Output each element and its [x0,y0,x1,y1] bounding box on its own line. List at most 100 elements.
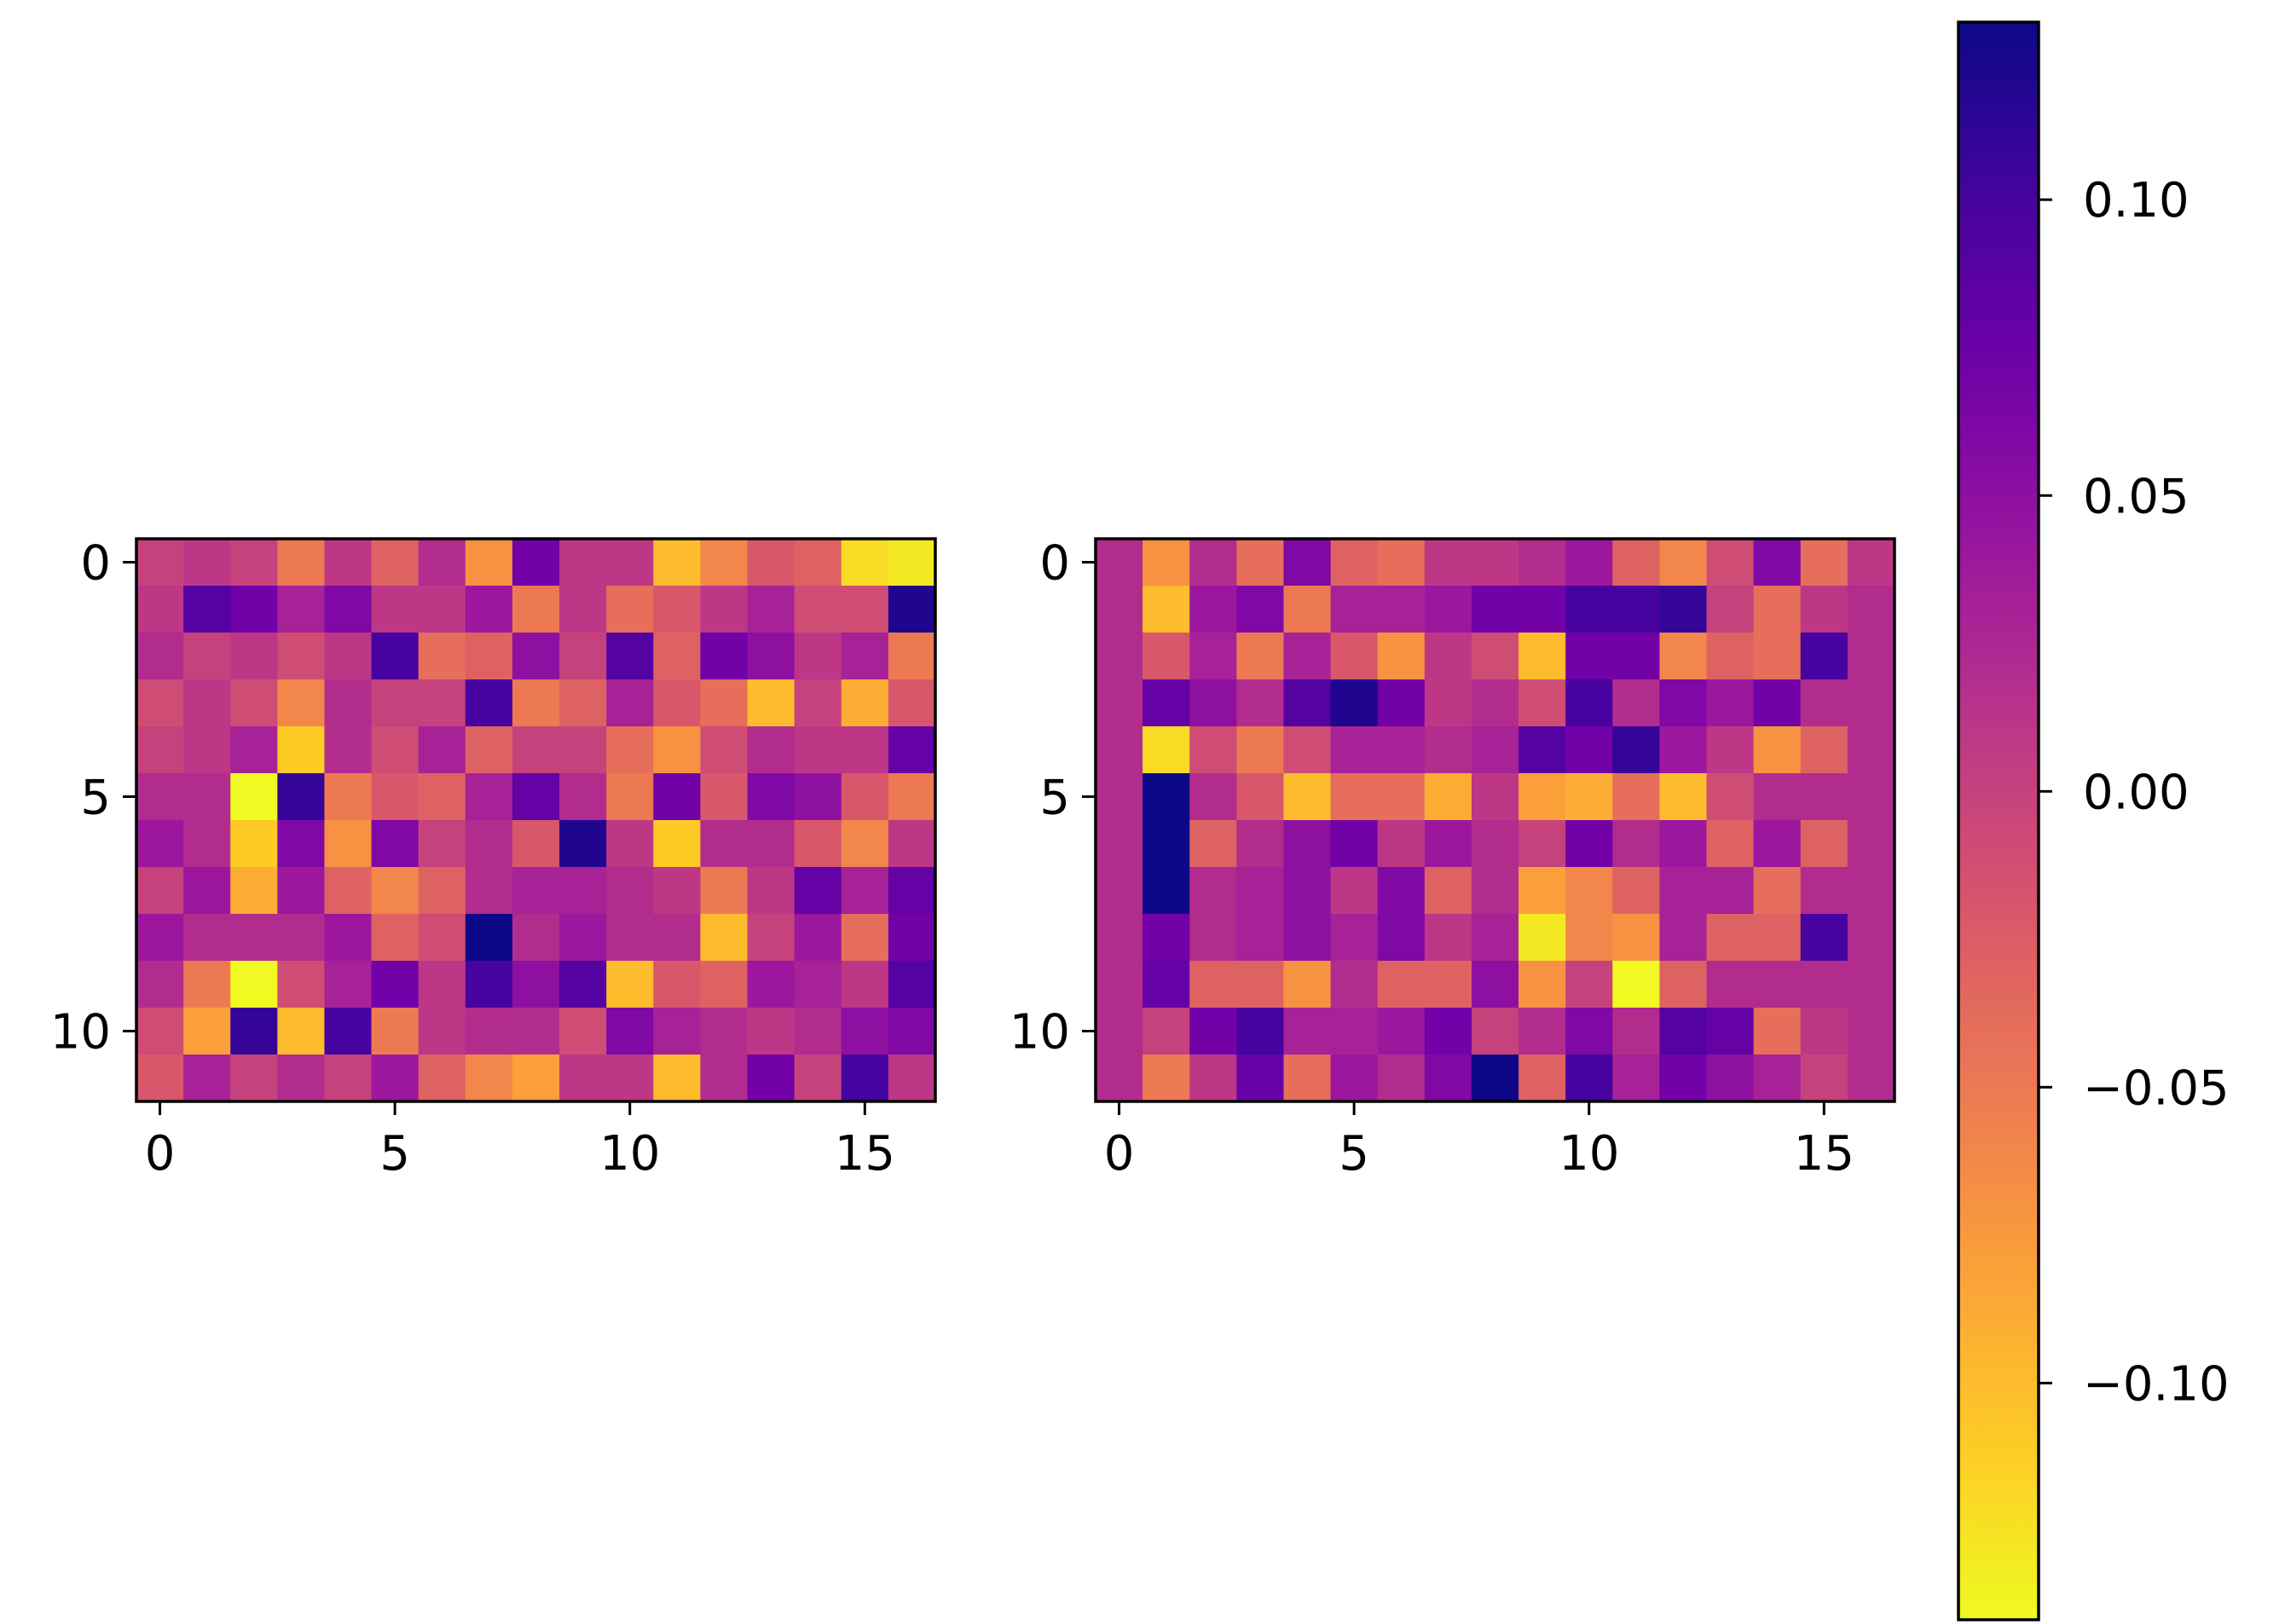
heatmap-cell [1659,820,1708,868]
heatmap-cell [1424,586,1472,633]
heatmap-cell [888,914,936,962]
heatmap-cell [653,679,702,727]
heatmap-cell [136,726,184,774]
heatmap-cell [794,539,842,587]
heatmap-cell [1236,1008,1285,1055]
heatmap-cell [465,820,513,868]
heatmap-cell [324,961,373,1008]
colorbar-tick-label: −0.05 [2083,1061,2230,1116]
heatmap-cell [1847,867,1895,915]
heatmap-cell [1800,726,1848,774]
heatmap-cell [1142,820,1190,868]
heatmap-cell [1142,961,1190,1008]
heatmap-cell [1330,1008,1379,1055]
heatmap-cell [888,726,936,774]
heatmap-cell [1706,773,1755,821]
heatmap-cell [1471,679,1519,727]
heatmap-cell [1096,1008,1143,1055]
heatmap-cell [512,961,560,1008]
heatmap-cell [1706,820,1755,868]
heatmap-cell [1753,633,1802,680]
heatmap-cell [1800,773,1848,821]
heatmap-cell [1377,539,1426,587]
x-tick-label: 5 [1339,1126,1369,1182]
heatmap-cell [1096,586,1143,633]
heatmap-cell [1471,773,1519,821]
heatmap-cell [1236,867,1285,915]
heatmap-cell [1519,1055,1566,1102]
heatmap-cell [1283,773,1332,821]
heatmap-cell [183,633,231,680]
heatmap-cell [183,1008,231,1055]
heatmap-cell [1189,867,1237,915]
heatmap-cell [1142,726,1190,774]
heatmap-cell [1659,1008,1708,1055]
heatmap-cell [1706,1008,1755,1055]
heatmap-cell [1330,726,1379,774]
heatmap-cell [1377,586,1426,633]
heatmap-cell [606,1055,654,1102]
heatmap-cell [1519,914,1566,962]
heatmap-cell [1659,726,1708,774]
heatmap-cell [418,961,466,1008]
heatmap-cell [606,867,654,915]
heatmap-cell [418,867,466,915]
heatmap-cell [1189,1055,1237,1102]
heatmap-cell [230,539,278,587]
heatmap-cell [1847,961,1895,1008]
heatmap-cell [1612,773,1661,821]
heatmap-cell [230,773,278,821]
heatmap-cell [1753,914,1802,962]
heatmap-cell [1847,679,1895,727]
heatmap-cell [1659,867,1708,915]
heatmap-cell [1659,961,1708,1008]
heatmap-cell [1706,679,1755,727]
heatmap-cell [841,914,889,962]
heatmap-cell [653,633,702,680]
heatmap-cell [1330,539,1379,587]
heatmap-cell [1847,633,1895,680]
heatmap-cell [700,539,749,587]
heatmap-cell [324,867,373,915]
heatmap-cell [1659,679,1708,727]
y-tick-label: 10 [1009,1005,1070,1061]
heatmap-cell [1424,539,1472,587]
heatmap-cell [1753,1055,1802,1102]
heatmap-cell [465,586,513,633]
heatmap-cell [1519,820,1566,868]
heatmap-cell [841,961,889,1008]
heatmap-cell [1753,773,1802,821]
heatmap-cell [418,1008,466,1055]
heatmap-cell [1283,726,1332,774]
heatmap-cell [841,726,889,774]
heatmap-right-cells [1096,539,1895,1102]
y-tick-label: 10 [50,1005,111,1061]
heatmap-cell [1659,1055,1708,1102]
heatmap-cell [512,1008,560,1055]
colorbar-tick-label: 0.00 [2083,765,2190,820]
heatmap-cell [888,1055,936,1102]
heatmap-cell [1377,679,1426,727]
heatmap-cell [1471,586,1519,633]
heatmap-cell [418,1055,466,1102]
heatmap-cell [1847,773,1895,821]
colorbar-tick-label: 0.05 [2083,469,2190,524]
heatmap-cell [183,867,231,915]
heatmap-cell [230,867,278,915]
heatmap-cell [230,679,278,727]
heatmap-cell [136,679,184,727]
heatmap-cell [136,867,184,915]
heatmap-cell [700,773,749,821]
heatmap-cell [1283,1008,1332,1055]
heatmap-cell [277,1055,326,1102]
y-tick-label: 0 [1039,536,1070,592]
heatmap-cell [1377,633,1426,680]
heatmap-cell [606,820,654,868]
heatmap-cell [653,1008,702,1055]
heatmap-cell [653,539,702,587]
heatmap-cell [1096,1055,1143,1102]
heatmap-cell [1565,586,1613,633]
heatmap-cell [1706,961,1755,1008]
heatmap-cell [277,961,326,1008]
